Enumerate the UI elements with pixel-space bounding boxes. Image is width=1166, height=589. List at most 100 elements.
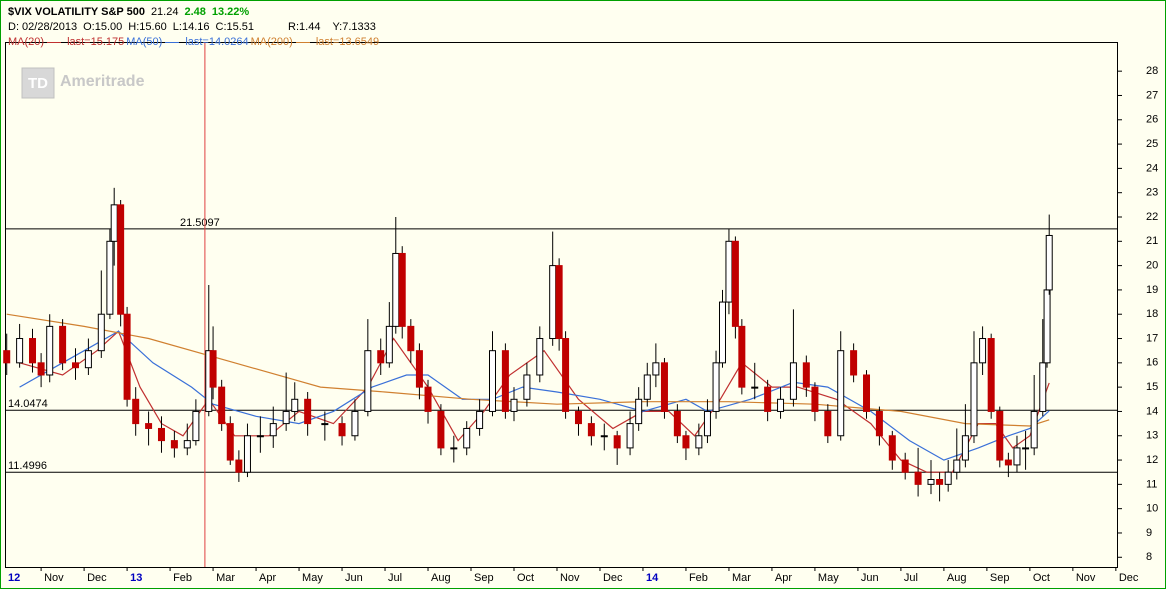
candle-body (1022, 447, 1030, 450)
legend-name: MA(200) (250, 36, 293, 48)
cursor-extra: R:1.44 (288, 21, 321, 33)
candle-body (321, 423, 329, 426)
legend-last: last=13.6549 (315, 36, 380, 48)
x-tick-label: Sep (474, 572, 494, 584)
candle-body (424, 386, 432, 412)
legend: MA(20) last=15.175 MA(50) last=14.0264 MA(20… (8, 35, 388, 50)
candle-body (145, 423, 153, 429)
candle-body (811, 386, 819, 412)
candle-body (837, 350, 845, 437)
candle-body (725, 240, 733, 303)
candle-body (536, 338, 544, 376)
candle-body (117, 204, 125, 315)
level-label: 21.5097 (180, 217, 220, 229)
header: $VIX VOLATILITY S&P 500 21.24 2.48 13.22% D… (8, 5, 388, 50)
candle-body (718, 301, 726, 364)
y-tick-label: 18 (1146, 308, 1158, 320)
candle-body (282, 410, 290, 425)
candle-body (979, 338, 987, 364)
candle-body (338, 423, 346, 437)
y-tick-label: 24 (1146, 162, 1158, 174)
x-tick-label: Feb (689, 572, 708, 584)
candle-body (927, 479, 935, 485)
candle-body (226, 423, 234, 461)
y-tick-label: 13 (1146, 430, 1158, 442)
x-tick-label: Aug (431, 572, 451, 584)
candle-body (961, 435, 969, 461)
x-tick-label: 12 (8, 572, 20, 584)
candle-body (626, 423, 634, 449)
x-tick-label: 13 (130, 572, 142, 584)
moving-average-line (19, 330, 1050, 461)
candle-body (1013, 447, 1021, 466)
candle-body (652, 362, 660, 376)
candle-body (555, 265, 563, 340)
candle-body (170, 440, 178, 449)
cursor-value: O:15.00 (83, 21, 123, 33)
x-tick-label: Apr (259, 572, 276, 584)
x-tick-label: Nov (1076, 572, 1096, 584)
moving-average-line (6, 313, 1050, 427)
y-tick-label: 21 (1146, 235, 1158, 247)
candle-body (777, 398, 785, 412)
candle-body (407, 325, 415, 352)
candle-body (789, 362, 797, 400)
candle-body (850, 350, 858, 376)
x-tick-label: Jun (861, 572, 879, 584)
candle-body (218, 386, 226, 425)
candle-body (132, 398, 140, 425)
candle-body (106, 240, 114, 315)
x-tick-label: Mar (216, 572, 235, 584)
candle-body (392, 252, 400, 327)
candle-body (600, 435, 608, 438)
candle-body (1043, 289, 1051, 364)
y-tick-label: 28 (1146, 65, 1158, 77)
plot-border (5, 42, 1118, 568)
candle-body (501, 350, 509, 412)
candle-body (110, 204, 118, 242)
x-tick-label: Mar (732, 572, 751, 584)
candle-body (476, 410, 484, 429)
candle-body (385, 325, 393, 364)
x-tick-label: Apr (775, 572, 792, 584)
candle-body (712, 362, 720, 412)
y-tick-label: 12 (1146, 454, 1158, 466)
x-tick-label: Oct (517, 572, 534, 584)
candle-body (489, 350, 497, 412)
change: 2.48 (184, 6, 206, 18)
x-tick-label: Aug (947, 572, 967, 584)
candle-body (987, 338, 995, 412)
candle-body (731, 240, 739, 327)
x-tick-label: Dec (87, 572, 107, 584)
level-label: 11.4996 (8, 460, 47, 472)
y-tick-label: 8 (1146, 551, 1152, 563)
candle-body (463, 427, 471, 449)
watermark-logo: TD (28, 75, 48, 92)
x-tick-label: Dec (1119, 572, 1139, 584)
candle-body (673, 410, 681, 437)
title-row: $VIX VOLATILITY S&P 500 21.24 2.48 13.22% (8, 5, 388, 20)
candle-body (291, 398, 299, 412)
candle-body (587, 423, 595, 437)
candle-body (996, 410, 1004, 461)
legend-swatch (165, 41, 180, 43)
candle-body (192, 410, 200, 442)
candle-body (377, 350, 385, 364)
candle-body (802, 362, 810, 388)
candle-body (269, 423, 277, 437)
candle-body (437, 410, 445, 449)
candle-body (1039, 362, 1047, 412)
level-label: 14.0474 (8, 398, 48, 410)
candle-body (209, 350, 217, 388)
candle-body (824, 410, 832, 437)
x-tick-label: May (302, 572, 323, 584)
y-tick-label: 9 (1146, 527, 1152, 539)
candle-body (914, 471, 922, 485)
y-tick-label: 25 (1146, 138, 1158, 150)
candle-body (944, 471, 952, 485)
cursor-value: C:15.51 (215, 21, 255, 33)
legend-last: last=14.0264 (185, 36, 249, 48)
x-tick-label: Oct (1033, 572, 1050, 584)
candle-body (304, 398, 312, 425)
